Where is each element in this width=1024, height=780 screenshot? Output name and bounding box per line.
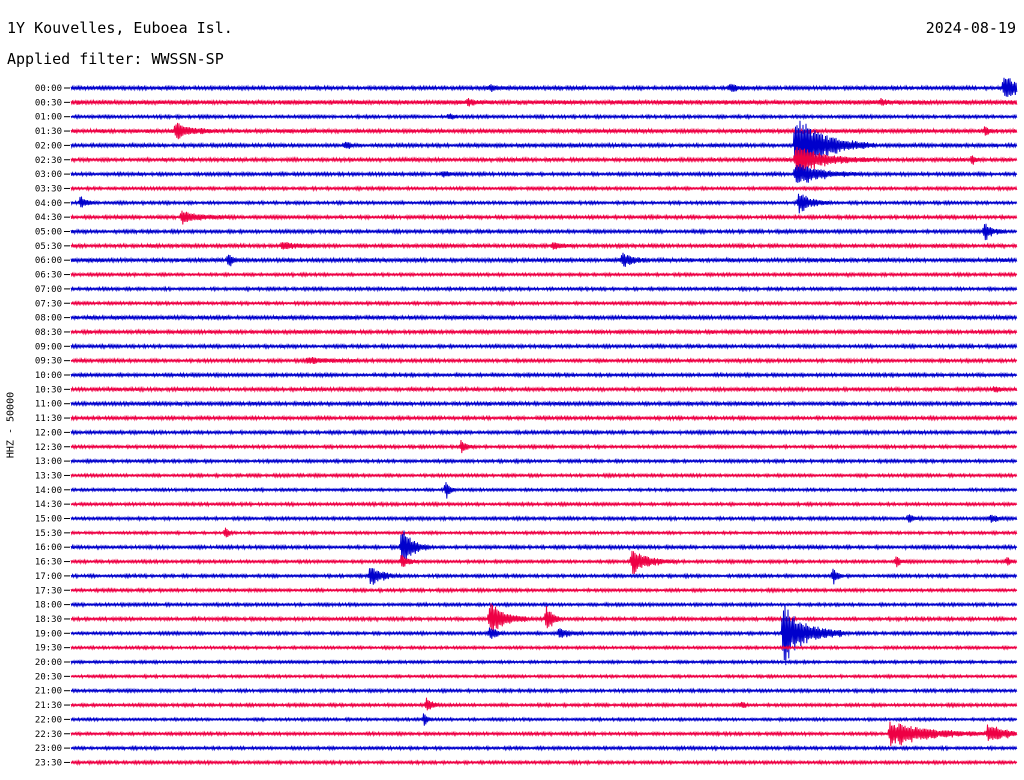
time-label: 11:30 <box>35 414 62 424</box>
time-label: 22:00 <box>35 715 62 725</box>
time-label: 15:00 <box>35 515 62 525</box>
time-label: 00:30 <box>35 98 62 108</box>
time-label: 09:00 <box>35 342 62 352</box>
time-label: 22:30 <box>35 730 62 740</box>
time-label: 08:30 <box>35 328 62 338</box>
time-label: 07:00 <box>35 285 62 295</box>
time-label: 20:30 <box>35 672 62 682</box>
trace-1630 <box>70 550 1018 574</box>
time-label: 19:00 <box>35 629 62 639</box>
time-label: 23:30 <box>35 758 62 768</box>
trace-2130 <box>70 697 1018 711</box>
time-label: 19:30 <box>35 644 62 654</box>
time-label: 03:30 <box>35 184 62 194</box>
time-label: 16:00 <box>35 543 62 553</box>
time-label: 11:00 <box>35 400 62 410</box>
time-label: 06:00 <box>35 256 62 266</box>
trace-group <box>70 77 1018 767</box>
trace-0200 <box>70 120 1018 174</box>
time-label: 10:30 <box>35 385 62 395</box>
trace-0400 <box>70 193 1018 214</box>
time-label: 02:30 <box>35 156 62 166</box>
time-label: 13:00 <box>35 457 62 467</box>
time-label: 00:00 <box>35 84 62 94</box>
trace-1900 <box>70 605 1018 666</box>
time-label: 09:30 <box>35 357 62 367</box>
time-label: 07:30 <box>35 299 62 309</box>
time-label: 01:30 <box>35 127 62 137</box>
time-label: 04:30 <box>35 213 62 223</box>
time-label: 16:30 <box>35 558 62 568</box>
time-label: 20:00 <box>35 658 62 668</box>
date-label: 2024-08-19 <box>925 19 1016 37</box>
time-label: 14:30 <box>35 500 62 510</box>
time-label: 08:00 <box>35 314 62 324</box>
trace-1600 <box>70 530 1018 561</box>
time-label-group: 00:00 00:30 01:00 01:30 02:00 02:30 03:00 03:30… <box>35 84 70 768</box>
time-label: 18:30 <box>35 615 62 625</box>
time-label: 23:00 <box>35 744 62 754</box>
time-label: 02:00 <box>35 141 62 151</box>
time-label: 05:00 <box>35 228 62 238</box>
time-label: 15:30 <box>35 529 62 539</box>
time-label: 04:00 <box>35 199 62 209</box>
time-label: 06:30 <box>35 271 62 281</box>
trace-1830 <box>70 603 1018 633</box>
time-label: 12:30 <box>35 443 62 453</box>
time-label: 21:30 <box>35 701 62 711</box>
time-label: 17:30 <box>35 586 62 596</box>
time-label: 14:00 <box>35 486 62 496</box>
time-label: 21:00 <box>35 687 62 697</box>
time-label: 18:00 <box>35 601 62 611</box>
time-label: 12:00 <box>35 428 62 438</box>
station-title: 1Y Kouvelles, Euboea Isl. <box>7 19 233 37</box>
time-label: 17:00 <box>35 572 62 582</box>
time-label: 13:30 <box>35 471 62 481</box>
time-label: 01:00 <box>35 113 62 123</box>
time-label: 10:00 <box>35 371 62 381</box>
time-label: 03:00 <box>35 170 62 180</box>
time-label: 05:30 <box>35 242 62 252</box>
filter-label: Applied filter: WWSSN-SP <box>7 50 224 68</box>
